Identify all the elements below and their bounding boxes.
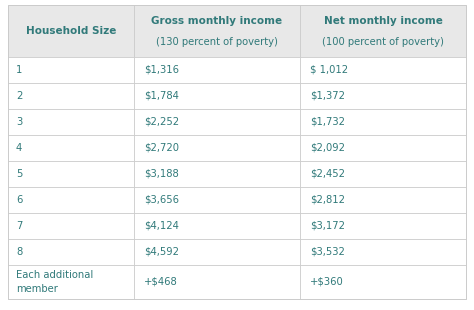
Bar	[300, 187, 466, 213]
Bar	[300, 57, 466, 83]
Bar	[8, 239, 134, 265]
Bar	[134, 57, 300, 83]
Text: $2,812: $2,812	[310, 195, 345, 205]
Bar	[8, 213, 134, 239]
Text: 2: 2	[16, 91, 22, 101]
Text: +$468: +$468	[144, 277, 178, 287]
Bar	[134, 161, 300, 187]
Text: $4,592: $4,592	[144, 247, 179, 257]
Text: 6: 6	[16, 195, 22, 205]
Bar	[8, 5, 134, 57]
Text: Net monthly income: Net monthly income	[324, 16, 442, 26]
Text: $2,720: $2,720	[144, 143, 179, 153]
Bar	[300, 213, 466, 239]
Text: 1: 1	[16, 65, 22, 75]
Bar	[134, 213, 300, 239]
Bar	[8, 135, 134, 161]
Bar	[300, 265, 466, 299]
Text: $1,784: $1,784	[144, 91, 179, 101]
Bar	[300, 109, 466, 135]
Text: Each additional
member: Each additional member	[16, 270, 93, 294]
Text: $3,656: $3,656	[144, 195, 179, 205]
Text: $ 1,012: $ 1,012	[310, 65, 348, 75]
Text: Household Size: Household Size	[26, 26, 116, 36]
Bar	[8, 109, 134, 135]
Bar	[300, 83, 466, 109]
Text: Gross monthly income: Gross monthly income	[151, 16, 283, 26]
Bar	[8, 57, 134, 83]
Text: 5: 5	[16, 169, 22, 179]
Text: $1,732: $1,732	[310, 117, 345, 127]
Bar	[8, 161, 134, 187]
Text: $1,316: $1,316	[144, 65, 179, 75]
Bar	[300, 135, 466, 161]
Bar	[134, 135, 300, 161]
Text: 7: 7	[16, 221, 22, 231]
Text: $2,252: $2,252	[144, 117, 179, 127]
Bar	[8, 187, 134, 213]
Bar	[300, 5, 466, 57]
Text: $3,532: $3,532	[310, 247, 345, 257]
Bar	[134, 187, 300, 213]
Text: $2,092: $2,092	[310, 143, 345, 153]
Text: +$360: +$360	[310, 277, 344, 287]
Bar	[300, 161, 466, 187]
Bar	[134, 83, 300, 109]
Text: $2,452: $2,452	[310, 169, 345, 179]
Text: $4,124: $4,124	[144, 221, 179, 231]
Text: 4: 4	[16, 143, 22, 153]
Text: (130 percent of poverty): (130 percent of poverty)	[156, 37, 278, 47]
Text: $3,172: $3,172	[310, 221, 345, 231]
Bar	[8, 83, 134, 109]
Bar	[134, 5, 300, 57]
Text: 3: 3	[16, 117, 22, 127]
Bar	[134, 109, 300, 135]
Bar	[134, 239, 300, 265]
Bar	[134, 265, 300, 299]
Bar	[300, 239, 466, 265]
Text: (100 percent of poverty): (100 percent of poverty)	[322, 37, 444, 47]
Text: $3,188: $3,188	[144, 169, 179, 179]
Bar	[8, 265, 134, 299]
Text: 8: 8	[16, 247, 22, 257]
Text: $1,372: $1,372	[310, 91, 345, 101]
